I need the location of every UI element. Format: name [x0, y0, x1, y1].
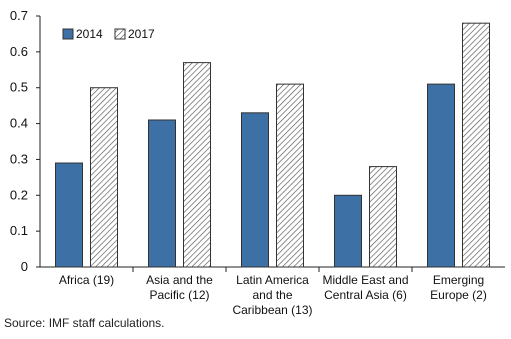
legend-label-2014: 2014: [76, 27, 103, 41]
category-label: Caribbean (13): [232, 303, 312, 317]
y-tick-label: 0.5: [10, 80, 28, 95]
category-label: Pacific (12): [149, 288, 209, 302]
bar-2017-0: [90, 87, 118, 268]
y-tick-label: 0.7: [10, 8, 28, 23]
category-label: and the: [252, 288, 292, 302]
category-label: Central Asia (6): [324, 288, 407, 302]
category-label: Latin America: [236, 273, 309, 287]
bar-2014-2: [241, 112, 269, 268]
bar-2014-1: [148, 119, 176, 268]
legend-swatch-2017: [114, 28, 126, 40]
y-tick-label: 0: [21, 259, 28, 274]
bar-2014-4: [427, 83, 455, 268]
category-label: Europe (2): [430, 288, 487, 302]
bar-2017-4: [462, 22, 490, 268]
bar-2014-0: [55, 162, 83, 268]
category-label: Middle East and: [322, 273, 408, 287]
legend-swatch-2014: [62, 28, 74, 40]
bar-2017-1: [183, 62, 211, 268]
plot-area: 0 0.1 0.2 0.3 0.4 0.5 0.6 0.7 Africa (19) Asia an…: [10, 8, 505, 317]
source-note: Source: IMF staff calculations.: [4, 316, 165, 330]
category-label: Asia and the: [146, 273, 213, 287]
bar-2017-2: [276, 83, 304, 268]
y-tick-label: 0.4: [10, 116, 28, 131]
bar-2017-3: [369, 166, 397, 268]
y-tick-label: 0.3: [10, 151, 28, 166]
category-label: Emerging: [433, 273, 484, 287]
y-tick-label: 0.2: [10, 187, 28, 202]
category-label: Africa (19): [59, 273, 114, 287]
bar-2014-3: [334, 194, 362, 268]
legend-label-2017: 2017: [128, 27, 155, 41]
y-tick-label: 0.6: [10, 44, 28, 59]
y-tick-label: 0.1: [10, 223, 28, 238]
